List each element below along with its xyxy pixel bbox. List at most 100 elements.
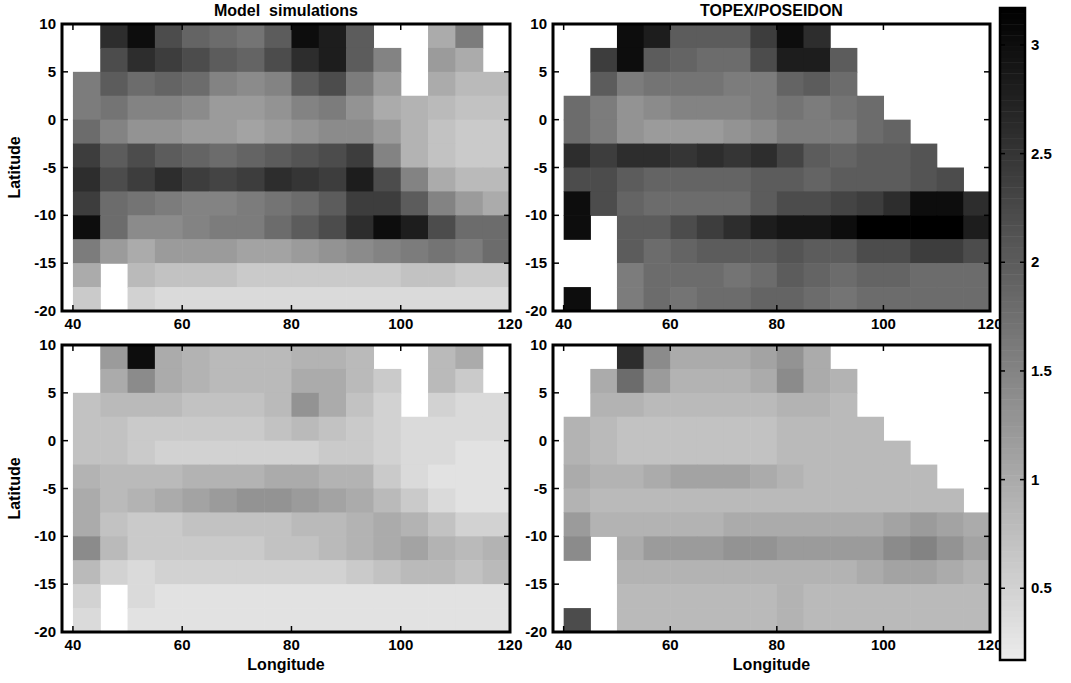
cell bbox=[830, 536, 857, 561]
y-tick-label: 5 bbox=[48, 63, 56, 80]
cell bbox=[750, 287, 777, 311]
cell bbox=[564, 465, 591, 490]
colorbar-strip bbox=[1000, 627, 1025, 633]
cell bbox=[155, 465, 183, 490]
cell bbox=[346, 560, 374, 585]
cell bbox=[401, 608, 429, 632]
cell bbox=[210, 191, 238, 216]
cell bbox=[724, 239, 751, 264]
plot-bg bbox=[62, 24, 510, 311]
colorbar-strip bbox=[1000, 100, 1025, 106]
cell bbox=[910, 536, 937, 561]
cell bbox=[128, 263, 156, 288]
cell bbox=[455, 168, 483, 193]
cell bbox=[750, 560, 777, 585]
cell bbox=[564, 215, 591, 240]
cell bbox=[291, 96, 319, 121]
cell bbox=[830, 48, 857, 73]
cell bbox=[697, 24, 724, 49]
cell bbox=[373, 215, 401, 240]
cell bbox=[617, 287, 644, 311]
cell bbox=[617, 120, 644, 145]
colorbar-strip bbox=[1000, 579, 1025, 585]
cell bbox=[155, 24, 183, 49]
cell bbox=[401, 215, 429, 240]
cell bbox=[483, 120, 510, 145]
cell bbox=[373, 536, 401, 561]
colorbar-strip bbox=[1000, 291, 1025, 297]
cell bbox=[182, 287, 210, 311]
cell bbox=[670, 120, 697, 145]
cell bbox=[155, 417, 183, 442]
cell bbox=[670, 287, 697, 311]
cell bbox=[264, 24, 292, 49]
cell bbox=[910, 489, 937, 514]
colorbar-strip bbox=[1000, 372, 1025, 378]
cell bbox=[883, 215, 910, 240]
cell bbox=[644, 441, 671, 466]
cell bbox=[564, 191, 591, 216]
cell bbox=[910, 215, 937, 240]
cell bbox=[617, 48, 644, 73]
x-tick-label: 40 bbox=[65, 315, 82, 332]
cell bbox=[483, 393, 510, 418]
cell bbox=[264, 369, 292, 394]
cell bbox=[590, 48, 617, 73]
cell bbox=[483, 96, 510, 121]
cell bbox=[128, 369, 156, 394]
x-tick-label: 100 bbox=[871, 636, 896, 653]
cell bbox=[697, 215, 724, 240]
cell bbox=[455, 144, 483, 169]
cell bbox=[210, 608, 238, 632]
colorbar-tick bbox=[1000, 262, 1005, 264]
cell bbox=[428, 48, 456, 73]
cell bbox=[724, 369, 751, 394]
cell bbox=[724, 441, 751, 466]
cell bbox=[264, 608, 292, 632]
colorbar-strip bbox=[1000, 90, 1025, 96]
cell bbox=[910, 560, 937, 585]
cell bbox=[291, 144, 319, 169]
cell bbox=[401, 441, 429, 466]
cell bbox=[100, 48, 128, 73]
cell bbox=[319, 608, 347, 632]
cell bbox=[182, 48, 210, 73]
cell bbox=[73, 287, 101, 311]
cell bbox=[128, 96, 156, 121]
colorbar-strip bbox=[1000, 35, 1025, 41]
cell bbox=[237, 191, 265, 216]
cell bbox=[182, 489, 210, 514]
y-tick-label: -15 bbox=[34, 575, 56, 592]
colorbar-strip bbox=[1000, 171, 1025, 177]
cell bbox=[346, 489, 374, 514]
cell bbox=[644, 120, 671, 145]
cell bbox=[564, 168, 591, 193]
cell bbox=[697, 120, 724, 145]
cell bbox=[883, 168, 910, 193]
cell bbox=[564, 536, 591, 561]
cell bbox=[182, 441, 210, 466]
cell bbox=[724, 215, 751, 240]
colorbar-strip bbox=[1000, 193, 1025, 199]
colorbar-strip bbox=[1000, 356, 1025, 362]
cell bbox=[617, 144, 644, 169]
cell bbox=[237, 369, 265, 394]
cell bbox=[644, 489, 671, 514]
cell bbox=[291, 417, 319, 442]
cell bbox=[644, 345, 671, 370]
cell bbox=[128, 441, 156, 466]
cell bbox=[937, 512, 964, 537]
colorbar-strip bbox=[1000, 600, 1025, 606]
cell bbox=[830, 489, 857, 514]
cell bbox=[777, 417, 804, 442]
colorbar-strip bbox=[1000, 231, 1025, 237]
cell bbox=[264, 48, 292, 73]
colorbar-strip bbox=[1000, 497, 1025, 503]
colorbar-strip bbox=[1000, 611, 1025, 617]
cell bbox=[937, 489, 964, 514]
cell bbox=[617, 489, 644, 514]
cell bbox=[803, 263, 830, 288]
cell bbox=[319, 512, 347, 537]
cell bbox=[724, 144, 751, 169]
cell bbox=[128, 72, 156, 97]
